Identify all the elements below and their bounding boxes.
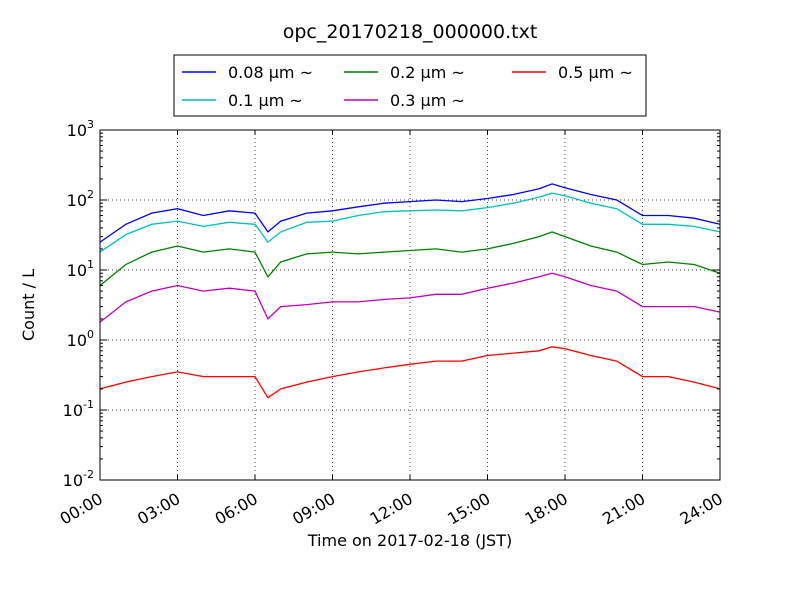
y-tick-label: 100 bbox=[67, 328, 94, 350]
series-line-2 bbox=[99, 231, 721, 287]
series-line-1 bbox=[99, 192, 721, 253]
legend-label-1: 0.1 μm ~ bbox=[228, 91, 303, 110]
series-layer bbox=[99, 183, 721, 399]
legend: 0.08 μm ~ 0.1 μm ~ 0.2 μm ~ 0.3 μm ~ 0.5 μm … bbox=[173, 54, 647, 117]
series-line-4 bbox=[99, 346, 721, 399]
legend-label-3: 0.3 μm ~ bbox=[390, 91, 465, 110]
legend-label-4: 0.5 μm ~ bbox=[558, 63, 633, 82]
legend-label-0: 0.08 μm ~ bbox=[228, 63, 313, 82]
y-tick-label: 10-1 bbox=[63, 398, 94, 420]
y-axis-title: Count / L bbox=[19, 269, 38, 341]
x-axis-title: Time on 2017-02-18 (JST) bbox=[307, 531, 512, 550]
legend-box bbox=[173, 54, 647, 117]
chart-title: opc_20170218_000000.txt bbox=[283, 21, 538, 43]
legend-label-2: 0.2 μm ~ bbox=[390, 63, 465, 82]
series-line-3 bbox=[99, 272, 721, 323]
y-tick-label: 103 bbox=[67, 118, 94, 140]
y-tick-label: 101 bbox=[67, 258, 94, 280]
y-tick-label: 102 bbox=[67, 188, 94, 210]
y-tick-label: 10-2 bbox=[63, 468, 94, 490]
series-line-0 bbox=[99, 183, 721, 243]
